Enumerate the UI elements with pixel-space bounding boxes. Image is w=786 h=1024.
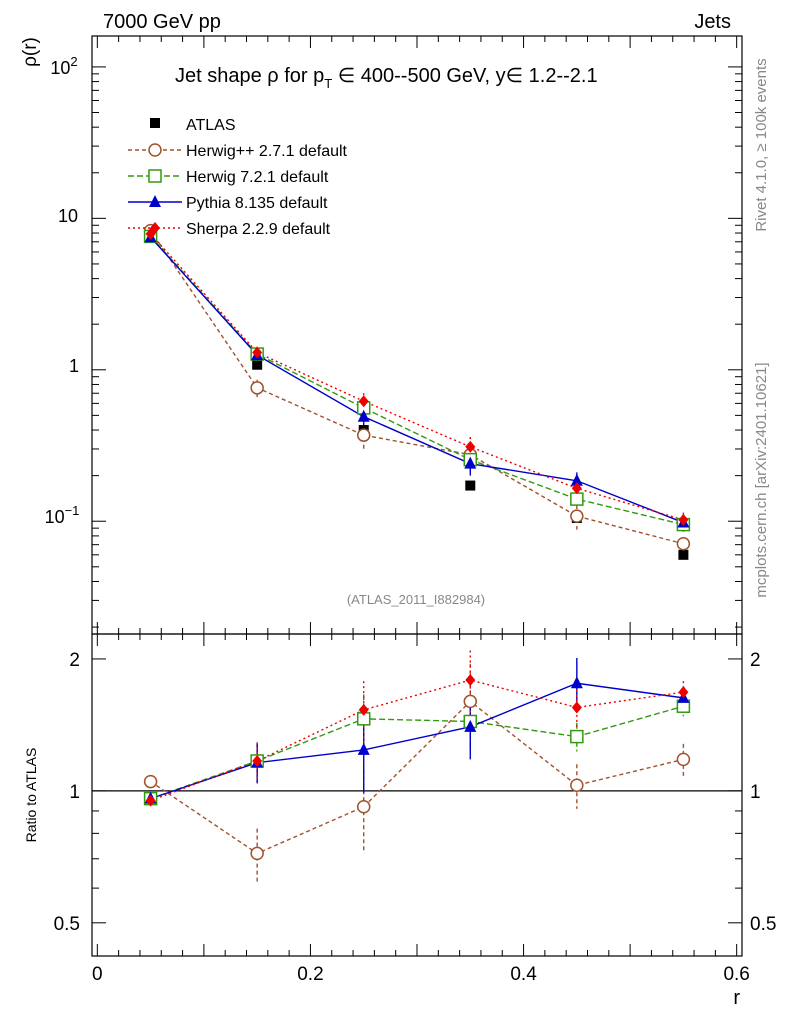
ratio-series-point <box>570 676 583 689</box>
main-data-point <box>678 549 689 560</box>
ratio-series-point <box>250 846 264 861</box>
main-y-axis-label: ρ(r) <box>20 37 41 67</box>
ratio-series-line <box>150 682 684 800</box>
ratio-tick-labels: 0.5 0.5 1 1 2 2 <box>54 650 777 935</box>
main-y-tick-label-10: 10 <box>58 206 78 226</box>
main-series-line <box>150 235 684 526</box>
ratio-y-axis-label: Ratio to ATLAS <box>23 748 39 843</box>
main-data-point <box>465 480 476 491</box>
ratio-series-point <box>678 686 689 699</box>
axis-ticks <box>92 36 742 956</box>
ratio-series-point <box>465 674 476 687</box>
y-tick-0p1-exp: −1 <box>65 503 80 518</box>
ratio-y-tick-label-left: 2 <box>69 650 80 671</box>
main-series-line <box>150 230 684 545</box>
legend-marker <box>150 222 160 234</box>
legend-marker <box>148 143 162 157</box>
main-series-line <box>150 236 684 524</box>
ratio-series-point <box>356 799 371 814</box>
ratio-series-point <box>570 778 584 793</box>
y-tick-100-base: 10 <box>50 58 70 78</box>
legend-marker-atlas <box>150 118 160 128</box>
main-series-point <box>678 513 689 526</box>
main-series-point <box>357 409 370 422</box>
ratio-series-point <box>143 774 158 789</box>
ratio-y-tick-label-left: 1 <box>69 782 80 803</box>
main-series-point <box>465 440 476 453</box>
ratio-y-tick-label-right: 0.5 <box>750 914 776 935</box>
main-data-point <box>252 359 263 370</box>
legend-label-atlas: ATLAS <box>186 117 236 134</box>
main-series-line <box>150 233 684 521</box>
ratio-plot-marks <box>143 650 691 882</box>
main-series-point <box>570 473 583 486</box>
ratio-y-tick-label-right: 1 <box>750 782 761 803</box>
title-subscript: T <box>324 76 332 91</box>
ratio-series-point <box>145 794 156 807</box>
main-y-tick-label-0p1: 10−1 <box>45 503 80 527</box>
main-series-point <box>570 509 584 523</box>
y-tick-100-exp: 2 <box>70 54 77 69</box>
analysis-label: (ATLAS_2011_I882984) <box>347 592 485 607</box>
side-text-mcplots: mcplots.cern.ch [arXiv:2401.10621] <box>753 362 770 597</box>
x-tick-label: 0 <box>92 964 103 985</box>
main-series-point <box>358 395 369 408</box>
legend-label: Sherpa 2.2.9 default <box>186 221 331 238</box>
legend-label: Pythia 8.135 default <box>186 195 328 212</box>
legend: ATLAS Herwig++ 2.7.1 default Herwig 7.2.1 … <box>128 117 348 238</box>
x-axis-label: r <box>733 987 740 1009</box>
main-series-point <box>250 381 264 395</box>
main-series-point <box>571 482 582 495</box>
x-tick-labels: 0 0.2 0.4 0.6 <box>92 964 750 985</box>
ratio-series-line <box>150 705 684 800</box>
header-left: 7000 GeV pp <box>103 11 221 33</box>
main-y-tick-label-100: 102 <box>50 54 77 78</box>
ratio-series-point <box>252 754 263 767</box>
ratio-series-line <box>150 679 684 802</box>
x-tick-label: 0.4 <box>510 964 537 985</box>
ratio-series-point <box>571 701 582 714</box>
main-y-tick-label-1: 1 <box>69 356 79 376</box>
main-series-point <box>464 456 477 469</box>
title-rho: ρ <box>267 65 278 87</box>
ratio-series-point <box>464 719 477 732</box>
ratio-series-point <box>357 742 370 755</box>
legend-label: Herwig 7.2.1 default <box>186 169 329 186</box>
ratio-series-point <box>358 703 369 716</box>
header-right: Jets <box>694 11 731 33</box>
x-tick-label: 0.2 <box>297 964 323 985</box>
x-tick-label: 0.6 <box>723 964 749 985</box>
title-part-2: for p <box>279 65 325 87</box>
side-text-rivet: Rivet 4.1.0, ≥ 100k events <box>753 58 770 231</box>
ratio-series-line <box>150 700 684 855</box>
ratio-series-point <box>463 694 478 709</box>
title-part-1: Jet shape <box>175 65 267 87</box>
ratio-y-tick-label-right: 2 <box>750 650 761 671</box>
legend-marker <box>149 195 161 207</box>
ratio-series-point <box>676 752 691 767</box>
ratio-series-point <box>570 729 584 744</box>
ratio-y-tick-label-left: 0.5 <box>54 914 80 935</box>
main-series-point <box>252 346 263 359</box>
main-plot-marks <box>143 223 691 560</box>
chart-title: Jet shape ρ for pT ∈ 400--500 GeV, y∈ 1.… <box>175 65 598 91</box>
main-series-point <box>356 428 371 442</box>
legend-marker <box>148 169 162 183</box>
y-tick-0p1-base: 10 <box>45 507 65 527</box>
title-part-3: ∈ 400--500 GeV, y∈ 1.2--2.1 <box>332 65 597 87</box>
ratio-panel-frame <box>91 633 743 957</box>
legend-label: Herwig++ 2.7.1 default <box>186 143 348 160</box>
main-series-point <box>676 536 691 551</box>
main-series-point <box>570 492 584 506</box>
